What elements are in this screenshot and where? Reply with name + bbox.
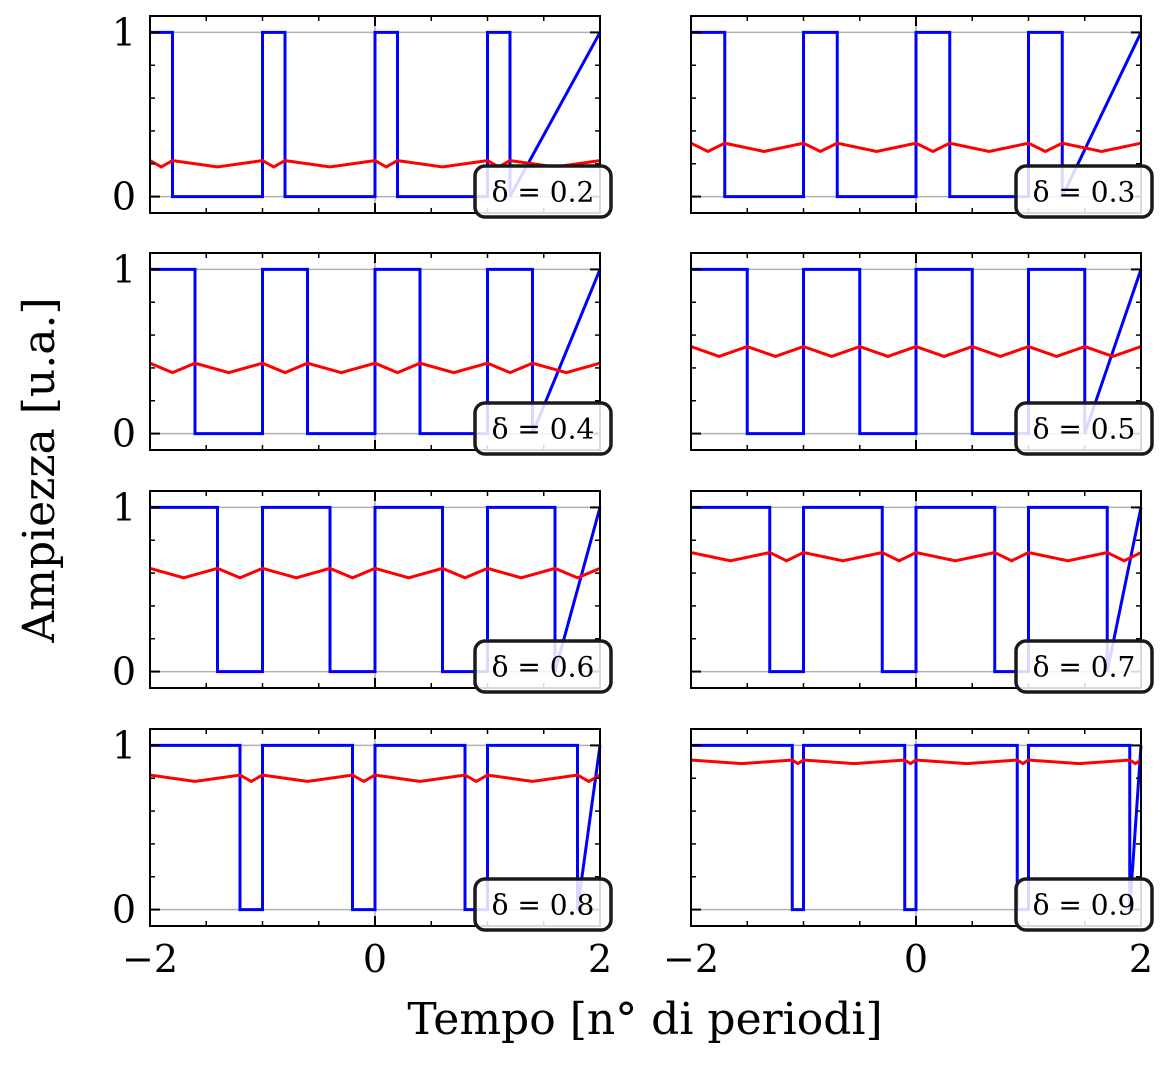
delta-legend-box: [473, 164, 613, 219]
y-tick-label: 1: [112, 723, 136, 767]
x-tick-label: −2: [122, 937, 178, 981]
mean-line: [690, 141, 1142, 154]
square-wave-line: [691, 743, 1143, 912]
mean-line: [149, 361, 601, 375]
square-wave-line: [691, 267, 1143, 436]
x-tick-label: 2: [1129, 937, 1153, 981]
x-tick-label: 0: [904, 937, 928, 981]
mean-line: [149, 159, 601, 169]
square-wave-line: [150, 743, 602, 912]
square-wave-line: [150, 505, 602, 674]
delta-legend-box: [473, 877, 613, 932]
y-tick-label: 0: [112, 175, 136, 219]
delta-legend-box: [1014, 639, 1154, 694]
y-tick-label: 1: [112, 247, 136, 291]
x-tick-label: −2: [663, 937, 719, 981]
panel-2: δ = 0.3: [690, 15, 1154, 219]
delta-legend-label: δ = 0.8: [492, 889, 595, 922]
x-axis-title: Tempo [n° di periodi]: [407, 994, 882, 1045]
mean-line: [149, 566, 601, 580]
y-tick-label: 0: [112, 650, 136, 694]
mean-line: [690, 550, 1142, 563]
panel-8: −2 0 2 δ = 0.9: [663, 728, 1154, 981]
delta-legend-label: δ = 0.9: [1033, 889, 1136, 922]
delta-legend-box: [1014, 877, 1154, 932]
delta-legend-box: [473, 639, 613, 694]
delta-legend-label: δ = 0.5: [1033, 413, 1136, 446]
panel-4: δ = 0.5: [690, 252, 1154, 456]
panel-6: δ = 0.7: [690, 490, 1154, 694]
delta-legend-label: δ = 0.7: [1033, 651, 1136, 684]
delta-legend-box: [473, 401, 613, 456]
x-tick-label: 2: [588, 937, 612, 981]
delta-legend-label: δ = 0.4: [492, 413, 595, 446]
y-tick-label: 1: [112, 10, 136, 54]
panel-5: 0 1 δ = 0.6: [112, 485, 613, 694]
panel-1: 0 1 δ = 0.2: [112, 10, 613, 219]
mean-line: [149, 773, 601, 784]
mean-line: [690, 344, 1142, 359]
square-wave-line: [691, 30, 1143, 199]
y-tick-label: 0: [112, 888, 136, 932]
panel-7: 0 1 −2 0 2 δ = 0.8: [112, 723, 613, 981]
delta-legend-box: [1014, 401, 1154, 456]
mean-line: [690, 758, 1142, 766]
y-tick-label: 0: [112, 412, 136, 456]
square-wave-line: [150, 267, 602, 436]
delta-legend-label: δ = 0.3: [1033, 176, 1136, 209]
delta-legend-box: [1014, 164, 1154, 219]
delta-legend-label: δ = 0.2: [492, 176, 595, 209]
panel-3: 0 1 δ = 0.4: [112, 247, 613, 456]
square-wave-line: [150, 30, 602, 199]
y-axis-title: Ampiezza [u.a.]: [14, 297, 65, 643]
square-wave-line: [691, 505, 1143, 674]
delta-legend-label: δ = 0.6: [492, 651, 595, 684]
x-tick-label: 0: [363, 937, 387, 981]
y-tick-label: 1: [112, 485, 136, 529]
